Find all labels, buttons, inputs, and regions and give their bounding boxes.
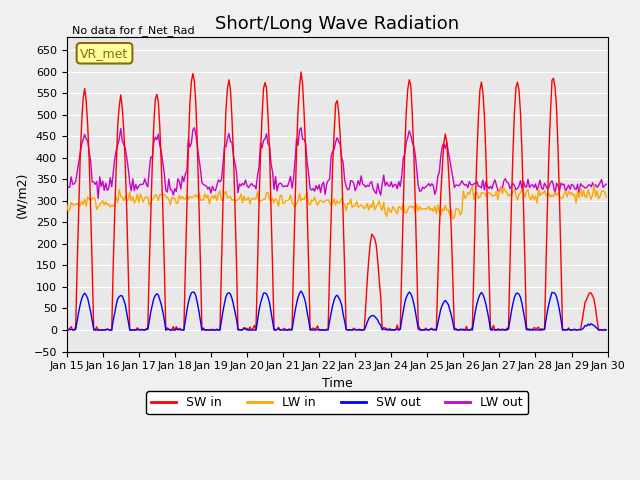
SW in (575, 326, 583, 332)
SW out (63, 327, 70, 333)
Y-axis label: (W/m2): (W/m2) (15, 171, 28, 217)
LW in (63, 201, 70, 207)
SW out (575, 326, 583, 332)
LW out (602, 181, 610, 187)
LW in (299, 196, 307, 202)
LW in (223, 195, 231, 201)
SW in (602, 327, 610, 333)
SW out (297, 288, 305, 294)
Line: LW in: LW in (67, 185, 606, 219)
SW out (225, 290, 233, 296)
SW in (243, 325, 251, 331)
Text: No data for f_Net_Rad: No data for f_Net_Rad (72, 25, 195, 36)
LW out (63, 184, 70, 190)
LW in (590, 182, 598, 188)
LW out (131, 188, 138, 193)
Text: VR_met: VR_met (81, 47, 129, 60)
SW in (225, 77, 233, 83)
LW in (242, 197, 250, 203)
SW in (63, 326, 70, 332)
LW in (602, 194, 610, 200)
LW in (449, 216, 457, 222)
Line: LW out: LW out (67, 128, 606, 198)
Legend: SW in, LW in, SW out, LW out: SW in, LW in, SW out, LW out (147, 391, 528, 414)
LW in (573, 189, 581, 194)
SW in (301, 146, 309, 152)
X-axis label: Time: Time (322, 377, 353, 390)
LW out (301, 140, 309, 146)
LW out (191, 125, 198, 131)
LW out (227, 139, 234, 144)
SW out (301, 300, 309, 305)
SW in (131, 327, 138, 333)
LW in (129, 194, 136, 200)
Title: Short/Long Wave Radiation: Short/Long Wave Radiation (215, 15, 460, 33)
SW in (64, 327, 72, 333)
SW in (297, 69, 305, 75)
SW out (602, 327, 610, 333)
SW out (252, 327, 260, 333)
SW out (70, 327, 78, 333)
LW out (253, 173, 261, 179)
LW out (94, 195, 102, 201)
LW out (575, 191, 583, 197)
SW out (131, 327, 138, 333)
LW in (251, 195, 259, 201)
SW in (252, 327, 260, 333)
LW out (244, 185, 252, 191)
Line: SW out: SW out (67, 291, 606, 330)
Line: SW in: SW in (67, 72, 606, 330)
SW out (243, 327, 251, 333)
